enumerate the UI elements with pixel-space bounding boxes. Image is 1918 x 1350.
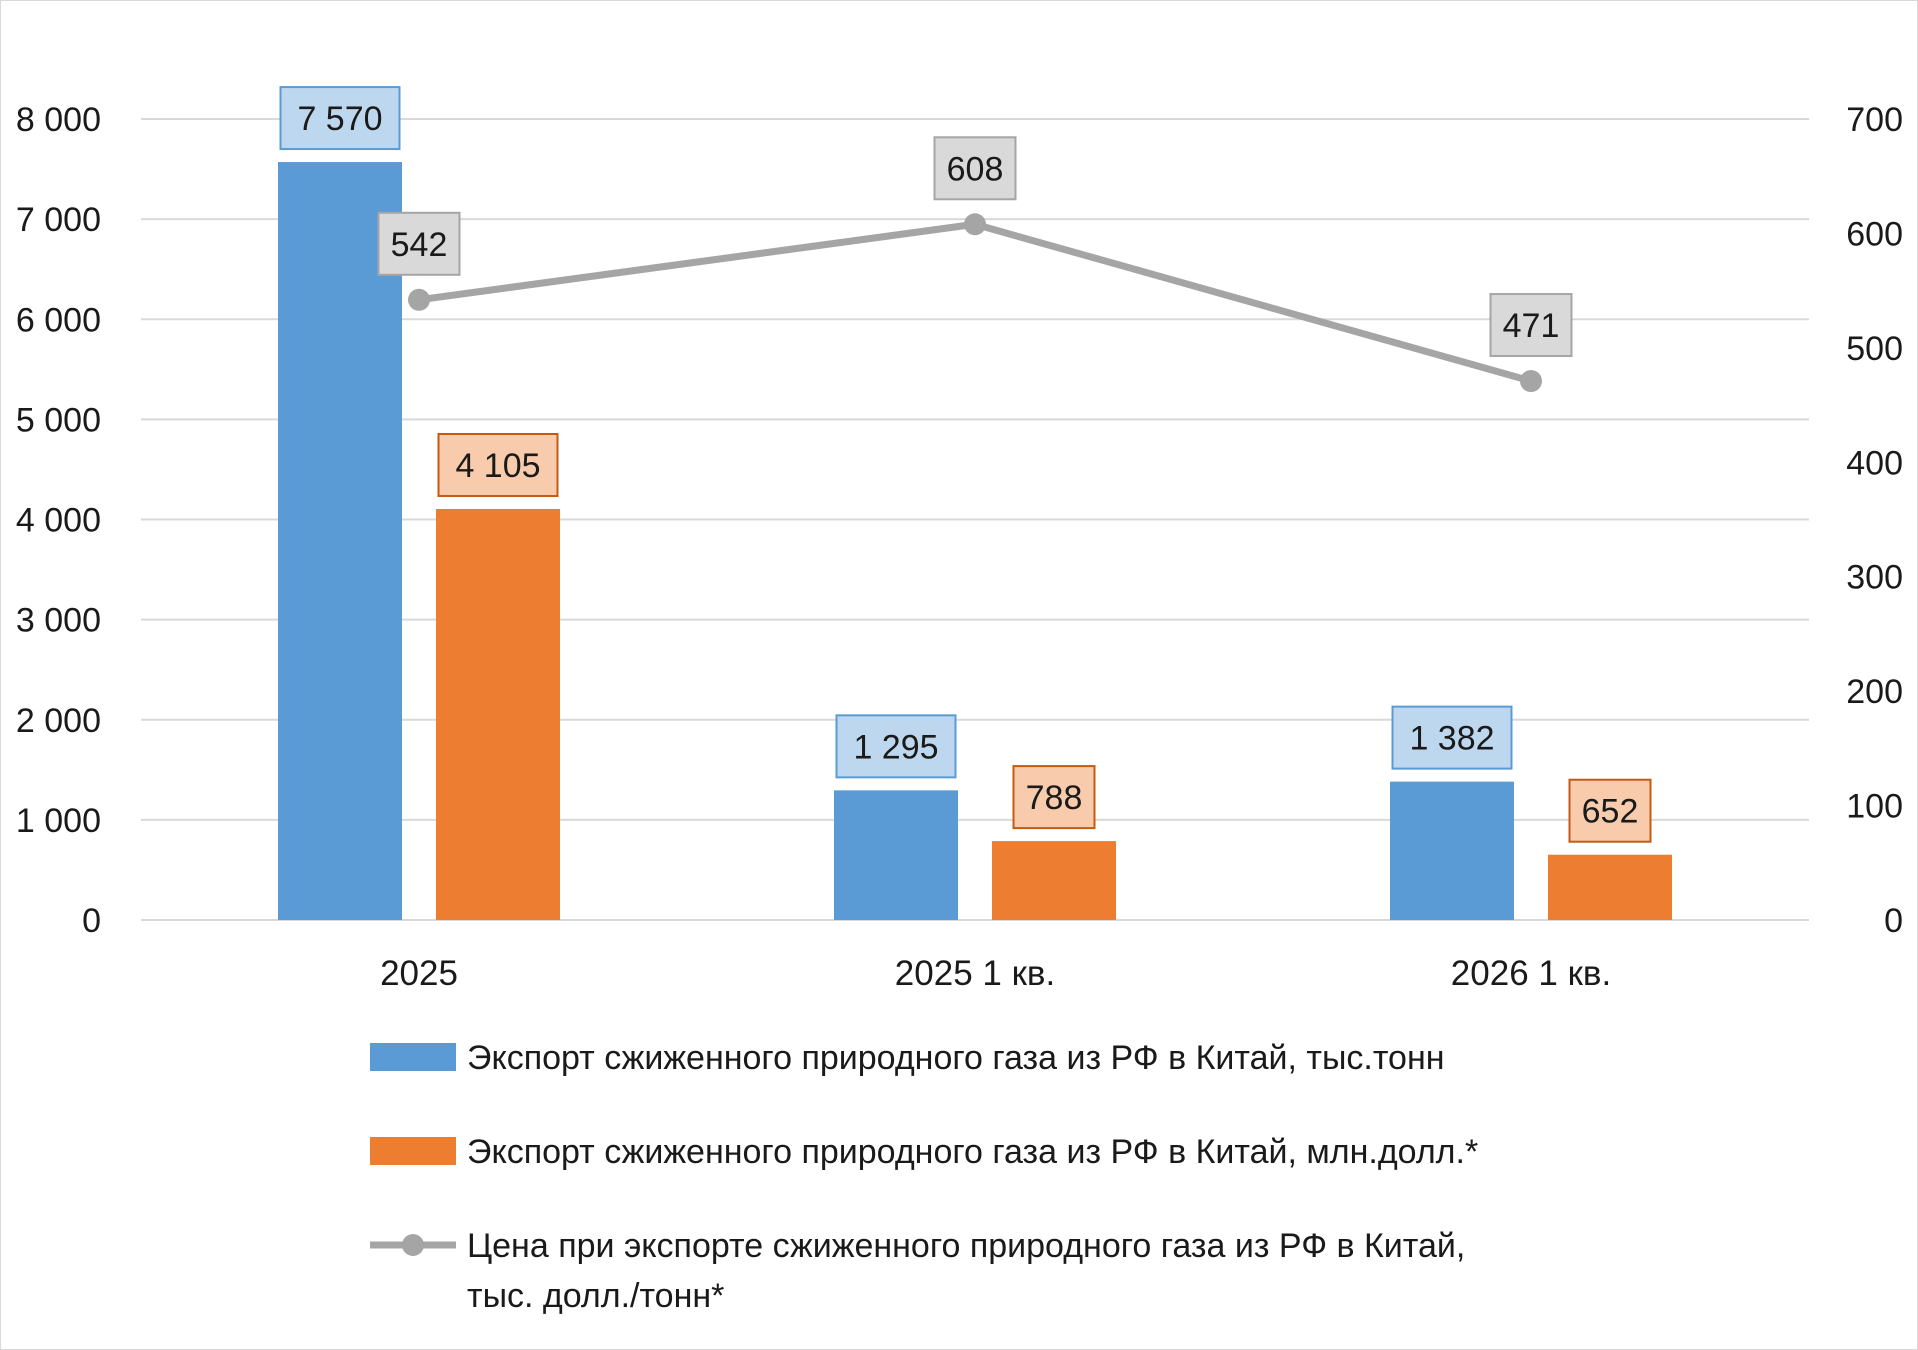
series-line: [418, 220, 1532, 385]
line-series: [408, 213, 1542, 393]
legend-swatch: [370, 1043, 456, 1071]
line-point: [408, 288, 430, 311]
bar-series: [278, 162, 1672, 920]
data-label-text: 788: [1026, 779, 1083, 817]
data-label: 1 295: [835, 714, 957, 779]
y-right-tick-label: 0: [1884, 902, 1903, 940]
data-label: 788: [1012, 765, 1096, 830]
line-point: [964, 213, 986, 236]
data-label: 1 382: [1391, 705, 1513, 770]
y-axis-left: 0 1 000 2 000 3 000 4 000 5 000 6 000 7 000 8 00…: [16, 101, 101, 940]
line-point: [1520, 370, 1542, 393]
legend-label: тыс. долл./тонн*: [467, 1277, 724, 1315]
y-right-tick-label: 600: [1846, 215, 1903, 253]
y-right-tick-label: 300: [1846, 559, 1903, 597]
y-left-tick-label: 4 000: [16, 502, 101, 540]
data-label: 542: [377, 211, 461, 276]
y-left-tick-label: 8 000: [16, 101, 101, 139]
data-label: 7 570: [279, 86, 401, 151]
data-label-box: [437, 432, 559, 497]
data-label-box: [835, 714, 957, 779]
y-right-tick-label: 400: [1846, 444, 1903, 482]
data-label-text: 4 105: [455, 447, 540, 485]
legend: Экспорт сжиженного природного газа из РФ…: [370, 1039, 1478, 1315]
x-category-label: 2025 1 кв.: [895, 954, 1055, 993]
data-label: 608: [933, 136, 1017, 201]
data-label-box: [279, 86, 401, 151]
data-label-text: 1 382: [1409, 720, 1494, 758]
data-label-box: [933, 136, 1017, 201]
x-axis-categories: 2025 2025 1 кв. 2026 1 кв.: [380, 954, 1611, 993]
y-right-tick-label: 200: [1846, 673, 1903, 711]
data-label-text: 1 295: [853, 728, 938, 766]
y-left-tick-label: 2 000: [16, 702, 101, 740]
y-left-tick-label: 7 000: [16, 201, 101, 239]
bar: [1390, 781, 1514, 920]
data-label: 4 105: [437, 432, 559, 497]
bar: [992, 841, 1116, 920]
bar: [834, 790, 958, 920]
legend-label: Экспорт сжиженного природного газа из РФ…: [467, 1039, 1445, 1077]
y-right-tick-label: 500: [1846, 330, 1903, 368]
data-label-text: 608: [947, 150, 1004, 188]
y-right-tick-label: 100: [1846, 788, 1903, 826]
x-category-label: 2025: [380, 954, 458, 993]
data-label-box: [1489, 293, 1573, 358]
y-left-tick-label: 5 000: [16, 401, 101, 439]
data-label-box: [377, 211, 461, 276]
data-label-text: 652: [1582, 793, 1639, 831]
bar: [436, 508, 560, 920]
bar: [278, 162, 402, 920]
legend-label: Экспорт сжиженного природного газа из РФ…: [467, 1133, 1478, 1171]
data-label: 471: [1489, 293, 1573, 358]
data-label-box: [1391, 705, 1513, 770]
data-label-box: [1012, 765, 1096, 830]
legend-marker: [402, 1234, 424, 1256]
y-right-tick-label: 700: [1846, 101, 1903, 139]
y-left-tick-label: 6 000: [16, 301, 101, 339]
y-left-tick-label: 0: [82, 902, 101, 940]
data-label-box: [1568, 778, 1652, 843]
legend-swatch: [370, 1137, 456, 1165]
bar: [1548, 854, 1672, 920]
y-left-tick-label: 1 000: [16, 802, 101, 840]
y-axis-right: 0 100 200 300 400 500 600 700: [1846, 101, 1903, 940]
data-label-text: 7 570: [297, 100, 382, 138]
x-category-label: 2026 1 кв.: [1451, 954, 1611, 993]
data-label-text: 542: [391, 226, 448, 264]
data-labels: 7 570 1 295 1 382 4 105 788 652 542 608 471: [279, 86, 1652, 843]
legend-label: Цена при экспорте сжиженного природного …: [467, 1227, 1465, 1265]
data-label-text: 471: [1503, 307, 1560, 345]
y-left-tick-label: 3 000: [16, 602, 101, 640]
grid-lines: [141, 118, 1809, 921]
data-label: 652: [1568, 778, 1652, 843]
